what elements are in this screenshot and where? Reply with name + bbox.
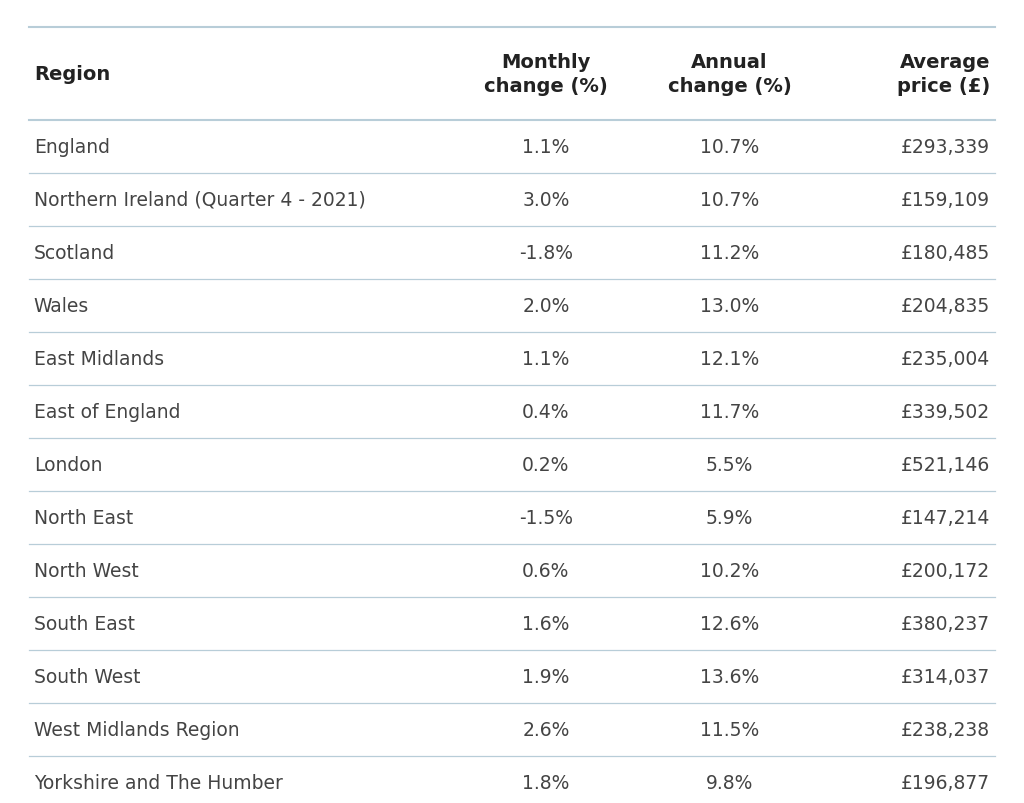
Text: 0.6%: 0.6% bbox=[522, 561, 569, 581]
Text: £238,238: £238,238 bbox=[901, 720, 990, 740]
Text: England: England bbox=[34, 137, 110, 157]
Text: Monthly
change (%): Monthly change (%) bbox=[484, 53, 607, 96]
Text: 10.2%: 10.2% bbox=[699, 561, 759, 581]
Text: 10.7%: 10.7% bbox=[699, 137, 759, 157]
Text: £293,339: £293,339 bbox=[901, 137, 990, 157]
Text: £200,172: £200,172 bbox=[901, 561, 990, 581]
Text: £235,004: £235,004 bbox=[901, 349, 990, 369]
Text: South West: South West bbox=[34, 667, 140, 687]
Text: London: London bbox=[34, 455, 102, 475]
Text: £204,835: £204,835 bbox=[901, 296, 990, 316]
Text: Wales: Wales bbox=[34, 296, 89, 316]
Text: 5.5%: 5.5% bbox=[706, 455, 754, 475]
Text: East Midlands: East Midlands bbox=[34, 349, 164, 369]
Text: 3.0%: 3.0% bbox=[522, 190, 569, 210]
Text: 12.6%: 12.6% bbox=[699, 614, 759, 634]
Text: £147,214: £147,214 bbox=[901, 508, 990, 528]
Text: £380,237: £380,237 bbox=[901, 614, 990, 634]
Text: £159,109: £159,109 bbox=[901, 190, 990, 210]
Text: 1.1%: 1.1% bbox=[522, 349, 569, 369]
Text: 9.8%: 9.8% bbox=[706, 773, 754, 793]
Text: £180,485: £180,485 bbox=[901, 243, 990, 263]
Text: 1.1%: 1.1% bbox=[522, 137, 569, 157]
Text: North West: North West bbox=[34, 561, 138, 581]
Text: 1.8%: 1.8% bbox=[522, 773, 569, 793]
Text: 2.6%: 2.6% bbox=[522, 720, 569, 740]
Text: £339,502: £339,502 bbox=[901, 402, 990, 422]
Text: 11.7%: 11.7% bbox=[699, 402, 759, 422]
Text: Yorkshire and The Humber: Yorkshire and The Humber bbox=[34, 773, 283, 793]
Text: 0.2%: 0.2% bbox=[522, 455, 569, 475]
Text: East of England: East of England bbox=[34, 402, 180, 422]
Text: £521,146: £521,146 bbox=[901, 455, 990, 475]
Text: North East: North East bbox=[34, 508, 133, 528]
Text: Annual
change (%): Annual change (%) bbox=[668, 53, 792, 96]
Text: 10.7%: 10.7% bbox=[699, 190, 759, 210]
Text: 13.0%: 13.0% bbox=[699, 296, 759, 316]
Text: -1.8%: -1.8% bbox=[519, 243, 572, 263]
Text: 13.6%: 13.6% bbox=[699, 667, 759, 687]
Text: 11.2%: 11.2% bbox=[699, 243, 759, 263]
Text: 1.9%: 1.9% bbox=[522, 667, 569, 687]
Text: 2.0%: 2.0% bbox=[522, 296, 569, 316]
Text: Region: Region bbox=[34, 65, 110, 84]
Text: 5.9%: 5.9% bbox=[706, 508, 754, 528]
Text: -1.5%: -1.5% bbox=[519, 508, 572, 528]
Text: 1.6%: 1.6% bbox=[522, 614, 569, 634]
Text: Scotland: Scotland bbox=[34, 243, 115, 263]
Text: 12.1%: 12.1% bbox=[699, 349, 759, 369]
Text: £196,877: £196,877 bbox=[901, 773, 990, 793]
Text: Northern Ireland (Quarter 4 - 2021): Northern Ireland (Quarter 4 - 2021) bbox=[34, 190, 366, 210]
Text: 0.4%: 0.4% bbox=[522, 402, 569, 422]
Text: 11.5%: 11.5% bbox=[699, 720, 759, 740]
Text: £314,037: £314,037 bbox=[901, 667, 990, 687]
Text: South East: South East bbox=[34, 614, 135, 634]
Text: Average
price (£): Average price (£) bbox=[897, 53, 990, 96]
Text: West Midlands Region: West Midlands Region bbox=[34, 720, 240, 740]
